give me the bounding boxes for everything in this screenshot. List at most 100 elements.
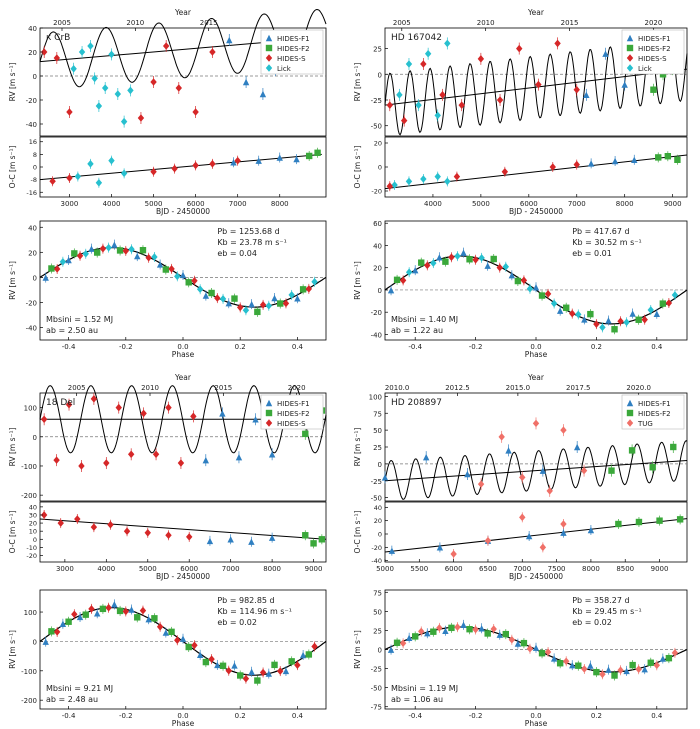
x-tick-label: 7000 (568, 200, 586, 208)
phase-point (271, 661, 278, 669)
y-tick-label: 0 (378, 71, 382, 79)
phase-point (76, 251, 84, 260)
y-tick-label: 20 (28, 249, 37, 257)
phase-point (168, 265, 175, 273)
phase-point (478, 254, 485, 262)
phase-point (65, 618, 72, 625)
bjd-axis-label: BJD - 2450000 (509, 572, 563, 581)
planet-parameter: ab = 1.06 au (391, 695, 443, 704)
x-tick-label: 0.0 (177, 712, 188, 720)
phase-point (399, 276, 407, 285)
phase-point (424, 261, 431, 270)
y-tick-label: 100 (24, 609, 37, 617)
phase-point (605, 666, 612, 673)
year-axis-label: Year (527, 373, 545, 382)
oc-point (165, 531, 172, 540)
orbit-parameter: Pb = 982.85 d (217, 596, 274, 605)
rv-point (516, 44, 523, 53)
year-tick-label: 2005 (393, 19, 411, 27)
oc-point (120, 169, 128, 178)
oc-point (444, 177, 451, 186)
orbit-parameter: eb = 0.04 (217, 249, 257, 258)
phase-point (563, 304, 570, 311)
phase-point (623, 667, 630, 675)
phase-point (214, 294, 221, 302)
oc-trend-line (39, 153, 322, 181)
rv-axis-label: RV [m s⁻¹] (8, 63, 17, 102)
phase-point (460, 621, 467, 629)
phase-point (174, 636, 181, 645)
bjd-axis-label: BJD - 2450000 (156, 207, 210, 216)
legend: HIDES-F1 HIDES-F2 HIDES-S (260, 394, 324, 430)
star-name: κ CrB (46, 33, 70, 43)
year-tick-label: 2010.0 (385, 384, 410, 392)
phase-point (405, 268, 413, 276)
x-tick-label: -0.4 (62, 712, 76, 720)
planet-parameter: Mbsini = 9.21 MJ (46, 684, 113, 693)
rv-point (127, 86, 134, 95)
phase-point (156, 622, 164, 631)
x-tick-label: -0.2 (469, 712, 483, 720)
rv-point (152, 450, 160, 459)
rv-point (458, 101, 465, 109)
phase-point (311, 642, 318, 651)
phase-point (526, 284, 534, 293)
rv-point (532, 419, 540, 428)
oc-frame (384, 136, 688, 198)
oc-point (230, 159, 237, 166)
legend-label: TUG (637, 420, 653, 428)
phase-point (162, 266, 170, 273)
oc-panel: 40 20 0 -20 -40 O-C [m s⁻¹] 5000 5500 6000 6500 70… (353, 501, 688, 581)
phase-point (214, 661, 221, 669)
phase-point (418, 259, 425, 266)
rv-point (209, 48, 216, 56)
rv-point (66, 108, 73, 116)
phase-point (665, 299, 673, 307)
oc-point (539, 543, 547, 552)
rv-point (496, 96, 504, 104)
phase-point (671, 649, 679, 657)
y-tick-label: 100 (24, 405, 37, 413)
phase-point (629, 310, 636, 317)
oc-point (501, 168, 509, 176)
y-tick-label: 0 (33, 164, 37, 172)
phase-point (575, 662, 582, 669)
oc-point (66, 174, 73, 182)
trend-line (384, 460, 688, 482)
phase-point (635, 665, 642, 674)
phase-point (442, 627, 449, 634)
x-tick-label: 9000 (664, 200, 682, 208)
phase-point (575, 310, 582, 319)
legend-label: HIDES-F1 (638, 35, 671, 43)
legend-label: HIDES-F1 (277, 35, 310, 43)
phase-point (42, 638, 49, 645)
phase-point (294, 661, 301, 669)
oc-point (587, 526, 595, 534)
rv-point (53, 54, 61, 62)
phase-point (76, 613, 84, 621)
y-tick-label: -20 (371, 188, 382, 196)
orbit-parameter: Pb = 417.67 d (572, 227, 629, 236)
phase-point (94, 610, 101, 617)
phase-point (305, 651, 313, 658)
oc-panel: 16 8 0 -8 -16 O-C [m s⁻¹] 3000 4000 5000 6000 7000… (8, 136, 327, 216)
rv-point (70, 65, 77, 73)
phase-point (581, 316, 588, 323)
y-tick-label: 50 (373, 608, 382, 616)
oc-point (57, 519, 64, 527)
y-tick-label: 0 (378, 164, 382, 172)
phase-point (105, 243, 112, 252)
oc-point (436, 544, 444, 551)
rv-axis-label: RV [m s⁻¹] (8, 630, 17, 669)
rv-point (101, 84, 109, 92)
rv-point (78, 48, 86, 56)
phase-point (122, 607, 129, 616)
phase-point (623, 318, 630, 327)
phase-point (122, 247, 129, 255)
y-tick-label: 0 (33, 536, 37, 544)
phase-point (208, 289, 215, 297)
rv-point (505, 447, 512, 454)
legend-label: HIDES-F1 (277, 400, 310, 408)
